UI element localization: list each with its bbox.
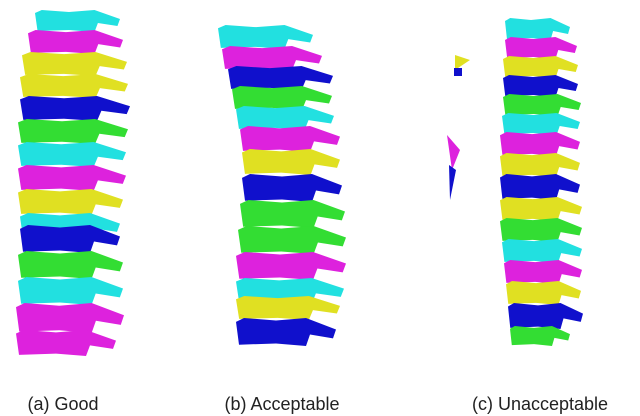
caption: (c) Unacceptable — [472, 394, 608, 414]
caption: (b) Acceptable — [224, 394, 339, 414]
fragment — [454, 68, 462, 76]
figure: (a) Good (b) Acceptable (c) Unacceptable — [0, 0, 640, 416]
caption: (a) Good — [27, 394, 98, 414]
